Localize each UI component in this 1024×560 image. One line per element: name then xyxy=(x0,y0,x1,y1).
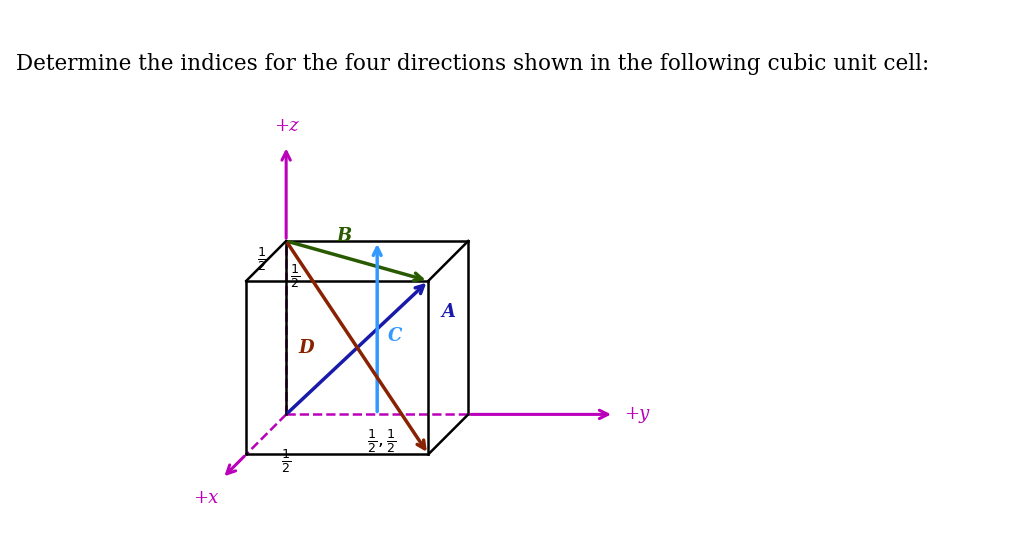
Text: D: D xyxy=(298,339,314,357)
Text: B: B xyxy=(337,227,352,245)
Text: +x: +x xyxy=(193,489,218,507)
Text: $\frac{1}{2}$: $\frac{1}{2}$ xyxy=(257,245,267,273)
Text: $\frac{1}{2}, \frac{1}{2}$: $\frac{1}{2}, \frac{1}{2}$ xyxy=(367,427,396,455)
Text: +z: +z xyxy=(273,117,298,135)
Text: C: C xyxy=(388,328,402,346)
Text: +y: +y xyxy=(625,405,649,423)
Text: A: A xyxy=(441,302,456,320)
Text: Determine the indices for the four directions shown in the following cubic unit : Determine the indices for the four direc… xyxy=(15,53,929,75)
Text: $\frac{1}{2}$: $\frac{1}{2}$ xyxy=(282,447,291,475)
Text: $\frac{1}{2}$: $\frac{1}{2}$ xyxy=(291,263,300,291)
